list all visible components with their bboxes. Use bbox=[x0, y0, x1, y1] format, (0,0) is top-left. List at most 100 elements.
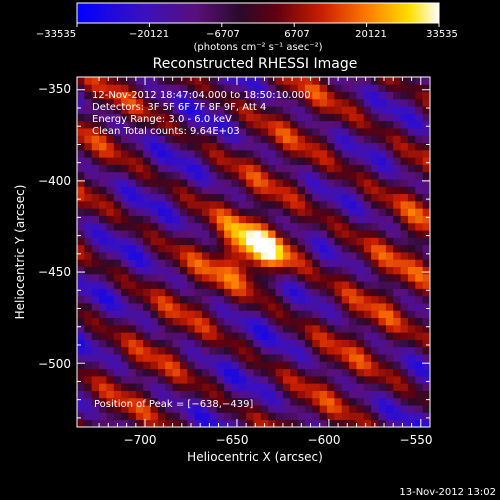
heatmap-cell bbox=[415, 390, 424, 399]
heatmap-cell bbox=[202, 193, 210, 202]
heatmap-cell bbox=[135, 259, 144, 267]
heatmap-cell bbox=[400, 84, 409, 92]
heatmap-cell bbox=[216, 397, 225, 406]
heatmap-cell bbox=[84, 142, 93, 151]
heatmap-cell bbox=[179, 390, 188, 399]
heatmap-cell bbox=[253, 98, 262, 107]
heatmap-cell bbox=[422, 84, 430, 92]
heatmap-cell bbox=[268, 412, 276, 421]
heatmap-cell bbox=[106, 237, 115, 246]
heatmap-cell bbox=[378, 419, 387, 427]
heatmap-cell bbox=[253, 303, 262, 311]
heatmap-cell bbox=[216, 346, 225, 355]
heatmap-cell bbox=[84, 295, 93, 304]
heatmap-cell bbox=[327, 164, 335, 173]
heatmap-cell bbox=[400, 390, 409, 399]
heatmap-cell bbox=[84, 135, 93, 144]
heatmap-cell bbox=[422, 339, 430, 348]
heatmap-cell bbox=[202, 339, 210, 348]
heatmap-cell bbox=[246, 135, 254, 144]
heatmap-cell bbox=[378, 84, 387, 92]
heatmap-cell bbox=[202, 259, 210, 267]
heatmap-cell bbox=[150, 354, 159, 362]
heatmap-cell bbox=[415, 215, 424, 224]
heatmap-cell bbox=[121, 281, 129, 289]
heatmap-cell bbox=[106, 332, 115, 340]
heatmap-cell bbox=[260, 171, 269, 180]
heatmap-cell bbox=[246, 412, 254, 421]
heatmap-cell bbox=[415, 412, 424, 421]
heatmap-cell bbox=[238, 266, 247, 275]
heatmap-cell bbox=[282, 106, 291, 114]
heatmap-cell bbox=[231, 368, 240, 377]
heatmap-cell bbox=[349, 98, 357, 107]
heatmap-cell bbox=[231, 244, 240, 253]
heatmap-cell bbox=[378, 106, 387, 114]
heatmap-cell bbox=[246, 310, 254, 319]
heatmap-cell bbox=[356, 244, 365, 253]
heatmap-cell bbox=[385, 375, 394, 384]
colorbar-tick-label: −33535 bbox=[36, 29, 76, 40]
heatmap-cell bbox=[385, 288, 394, 297]
heatmap-cell bbox=[113, 215, 122, 224]
heatmap-cell bbox=[356, 77, 365, 85]
heatmap-cell bbox=[150, 200, 159, 209]
heatmap-cell bbox=[349, 208, 357, 216]
heatmap-cell bbox=[135, 383, 144, 391]
heatmap-cell bbox=[224, 244, 232, 253]
heatmap-cell bbox=[216, 339, 225, 348]
heatmap-cell bbox=[415, 252, 424, 260]
heatmap-cell bbox=[209, 252, 218, 260]
heatmap-cell bbox=[246, 222, 254, 231]
heatmap-cell bbox=[297, 91, 306, 100]
heatmap-cell bbox=[327, 419, 335, 427]
heatmap-cell bbox=[356, 215, 365, 224]
heatmap-cell bbox=[349, 164, 357, 173]
heatmap-cell bbox=[135, 375, 144, 384]
heatmap-cell bbox=[297, 405, 306, 413]
heatmap-cell bbox=[202, 230, 210, 238]
heatmap-cell bbox=[216, 77, 225, 85]
heatmap-cell bbox=[312, 215, 321, 224]
colorbar-tick-label: −20121 bbox=[129, 29, 169, 40]
heatmap-cell bbox=[378, 266, 387, 275]
heatmap-cell bbox=[363, 397, 372, 406]
heatmap-cell bbox=[327, 295, 335, 304]
heatmap-cell bbox=[378, 135, 387, 144]
heatmap-cell bbox=[371, 237, 379, 246]
heatmap-cell bbox=[77, 317, 85, 326]
heatmap-cell bbox=[334, 368, 343, 377]
heatmap-cell bbox=[179, 208, 188, 216]
heatmap-cell bbox=[253, 113, 262, 122]
heatmap-cell bbox=[378, 332, 387, 340]
heatmap-cell bbox=[319, 186, 328, 195]
heatmap-cell bbox=[319, 295, 328, 304]
heatmap-cell bbox=[99, 135, 107, 144]
heatmap-cell bbox=[319, 215, 328, 224]
heatmap-cell bbox=[187, 120, 196, 129]
heatmap-cell bbox=[275, 179, 284, 187]
heatmap-cell bbox=[341, 419, 350, 427]
heatmap-cell bbox=[224, 106, 232, 114]
heatmap-cell bbox=[157, 120, 166, 129]
heatmap-cell bbox=[202, 310, 210, 319]
heatmap-cell bbox=[84, 361, 93, 370]
heatmap-cell bbox=[84, 303, 93, 311]
heatmap-cell bbox=[290, 164, 299, 173]
heatmap-cell bbox=[84, 339, 93, 348]
heatmap-cell bbox=[238, 375, 247, 384]
heatmap-cell bbox=[312, 77, 321, 85]
heatmap-cell bbox=[349, 171, 357, 180]
heatmap-cell bbox=[378, 339, 387, 348]
heatmap-cell bbox=[209, 324, 218, 333]
heatmap-cell bbox=[297, 288, 306, 297]
heatmap-cell bbox=[253, 310, 262, 319]
heatmap-cell bbox=[113, 273, 122, 282]
heatmap-cell bbox=[349, 295, 357, 304]
heatmap-cell bbox=[282, 186, 291, 195]
heatmap-cell bbox=[113, 266, 122, 275]
heatmap-cell bbox=[363, 222, 372, 231]
heatmap-cell bbox=[268, 397, 276, 406]
heatmap-cell bbox=[121, 244, 129, 253]
heatmap-cell bbox=[422, 91, 430, 100]
